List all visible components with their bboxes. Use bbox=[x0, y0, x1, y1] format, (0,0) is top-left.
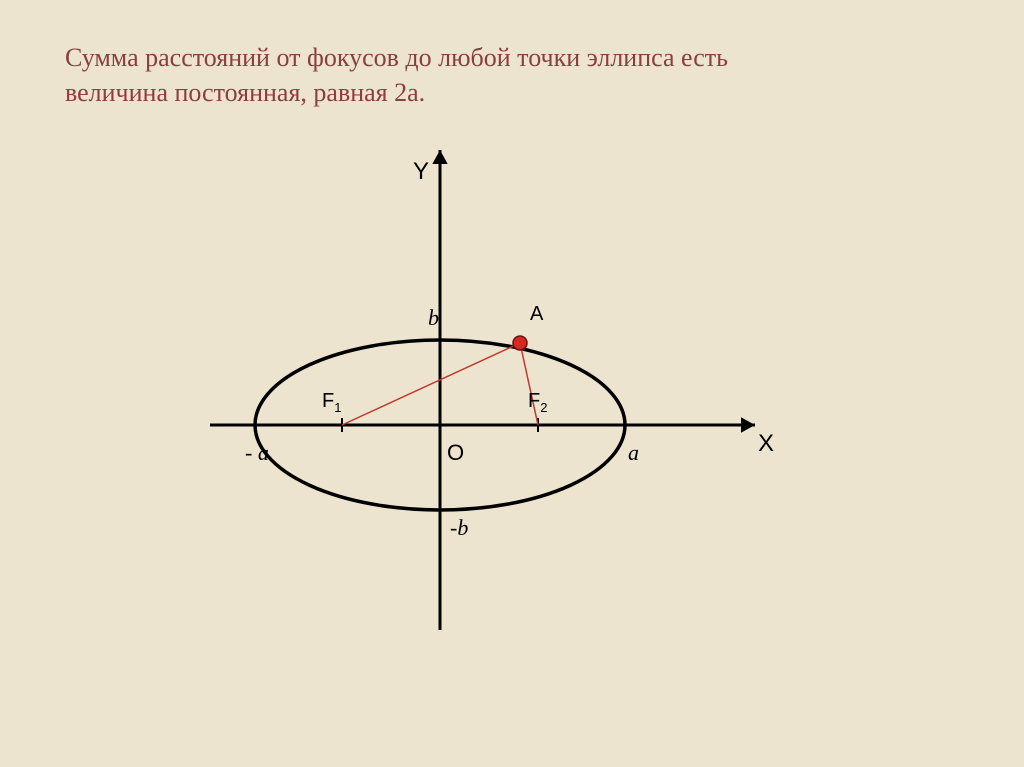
axis-label-x: X bbox=[758, 430, 774, 458]
y-axis-arrow-icon bbox=[432, 150, 447, 164]
x-axis-arrow-icon bbox=[741, 417, 755, 432]
label-point-a: A bbox=[530, 303, 543, 326]
point-a-marker bbox=[513, 336, 527, 350]
slide: Сумма расстояний от фокусов до любой точ… bbox=[0, 0, 1024, 767]
label-focus-f1: F1 bbox=[322, 390, 341, 415]
label-a: a bbox=[628, 440, 639, 466]
label-minus-b: -b bbox=[450, 515, 468, 541]
label-b: b bbox=[428, 305, 439, 331]
focal-line-f1-a bbox=[342, 343, 520, 425]
origin-label: O bbox=[447, 440, 464, 466]
label-focus-f2: F2 bbox=[528, 390, 547, 415]
axis-label-y: Y bbox=[413, 158, 429, 186]
label-minus-a: - a bbox=[245, 440, 269, 466]
ellipse-diagram bbox=[0, 0, 1024, 767]
